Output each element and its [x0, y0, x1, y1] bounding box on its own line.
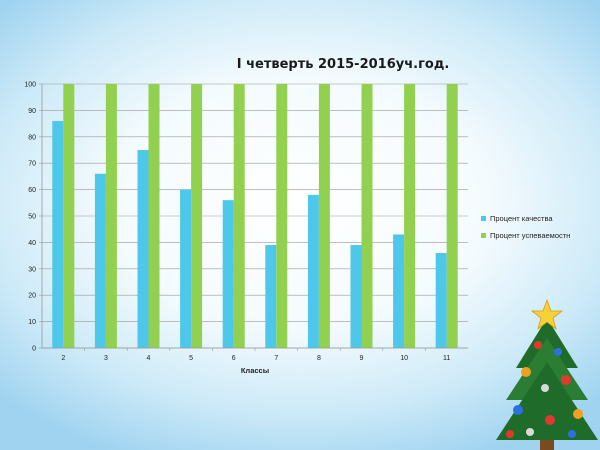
- bar-progress-6: [233, 84, 245, 348]
- chart-title: I четверть 2015-2016уч.год.: [237, 57, 450, 72]
- y-tick-label: 20: [28, 293, 36, 300]
- x-tick-label: 8: [317, 355, 321, 362]
- y-tick-label: 100: [24, 82, 36, 89]
- x-axis-ticks: 2 3 4 5 6 7 8 9 10 11: [61, 348, 450, 362]
- bar-quality-6: [222, 200, 234, 348]
- bar-progress-7: [276, 84, 288, 348]
- chart-legend: Процент качества Процент успеваемостн: [481, 214, 570, 240]
- y-tick-label: 30: [28, 266, 36, 273]
- bar-quality-8: [307, 194, 319, 348]
- bar-progress-4: [148, 84, 160, 348]
- y-tick-label: 40: [28, 240, 36, 247]
- chart-bars: [52, 84, 458, 349]
- x-tick-label: 2: [61, 355, 65, 362]
- legend-swatch: [481, 216, 486, 221]
- legend-swatch: [481, 233, 486, 238]
- bar-progress-3: [105, 84, 117, 348]
- x-tick-label: 6: [232, 355, 236, 362]
- x-axis-title: Классы: [241, 366, 269, 375]
- bar-progress-11: [446, 84, 458, 348]
- bar-progress-8: [318, 84, 330, 348]
- y-tick-label: 0: [32, 346, 36, 353]
- y-tick-label: 70: [28, 161, 36, 168]
- y-tick-label: 10: [28, 319, 36, 326]
- legend-label: Процент качества: [490, 214, 553, 223]
- x-tick-label: 11: [443, 355, 450, 362]
- bar-quality-11: [435, 252, 447, 348]
- bar-quality-7: [265, 245, 277, 348]
- y-axis-ticks: 0 10 20 30 40 50 60 70 80 90 100: [24, 82, 42, 353]
- bar-progress-9: [361, 84, 373, 348]
- x-tick-label: 9: [360, 355, 364, 362]
- y-tick-label: 80: [28, 134, 36, 141]
- bar-quality-3: [94, 173, 106, 348]
- x-tick-label: 3: [104, 355, 108, 362]
- y-tick-label: 50: [28, 214, 36, 221]
- bar-quality-9: [350, 245, 362, 348]
- bar-quality-2: [52, 120, 64, 349]
- christmas-tree-icon: [496, 298, 598, 450]
- bar-quality-5: [180, 189, 192, 348]
- y-tick-label: 60: [28, 187, 36, 194]
- bar-quality-10: [393, 234, 405, 348]
- x-tick-label: 4: [147, 355, 151, 362]
- x-tick-label: 5: [189, 355, 193, 362]
- bar-progress-2: [63, 84, 75, 348]
- bar-progress-5: [191, 84, 203, 348]
- bar-progress-10: [404, 84, 416, 348]
- x-tick-label: 7: [274, 355, 278, 362]
- bar-quality-4: [137, 150, 149, 348]
- legend-label: Процент успеваемостн: [490, 231, 570, 240]
- x-tick-label: 10: [400, 355, 408, 362]
- y-tick-label: 90: [28, 108, 36, 115]
